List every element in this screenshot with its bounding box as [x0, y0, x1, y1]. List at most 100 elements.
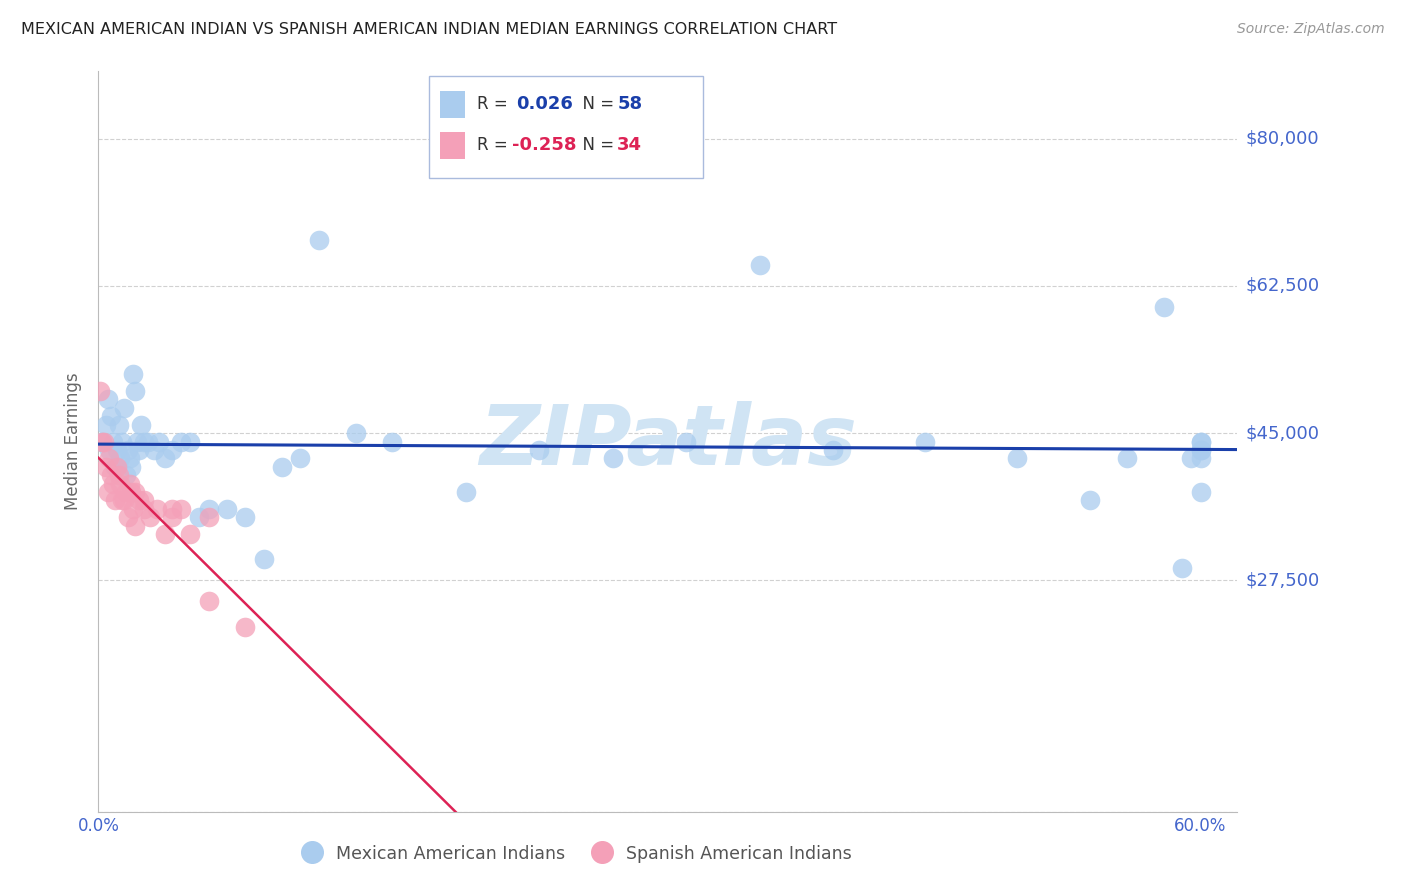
Point: [602, 451, 624, 466]
Point: [128, 442, 150, 457]
Point: [124, 384, 146, 398]
Point: [121, 485, 143, 500]
Point: [1116, 451, 1139, 466]
Point: [197, 594, 219, 608]
Text: ZIPatlas: ZIPatlas: [479, 401, 856, 482]
Point: [136, 434, 159, 449]
Point: [160, 510, 183, 524]
Point: [94, 459, 117, 474]
Point: [101, 476, 124, 491]
Point: [454, 485, 477, 500]
Point: [308, 233, 330, 247]
Point: [1189, 434, 1212, 449]
Point: [93, 434, 115, 449]
Text: $62,500: $62,500: [1246, 277, 1320, 295]
Point: [100, 468, 122, 483]
Text: 34: 34: [617, 136, 643, 154]
Point: [101, 434, 124, 449]
Point: [100, 409, 122, 424]
Point: [115, 468, 138, 483]
Point: [1189, 442, 1212, 457]
Legend: Mexican American Indians, Spanish American Indians: Mexican American Indians, Spanish Americ…: [295, 837, 859, 870]
Point: [235, 510, 257, 524]
Point: [160, 501, 183, 516]
Point: [124, 485, 146, 500]
Point: [197, 510, 219, 524]
Point: [253, 552, 276, 566]
Text: R =: R =: [477, 95, 513, 113]
Point: [153, 527, 176, 541]
Point: [98, 451, 121, 466]
Point: [748, 258, 770, 272]
Text: N =: N =: [572, 136, 620, 154]
Point: [117, 442, 139, 457]
Text: 58: 58: [617, 95, 643, 113]
Point: [179, 527, 201, 541]
Y-axis label: Median Earnings: Median Earnings: [65, 373, 83, 510]
Point: [89, 384, 111, 398]
Point: [146, 501, 169, 516]
Text: R =: R =: [477, 136, 513, 154]
Point: [124, 518, 146, 533]
Point: [91, 434, 114, 449]
Point: [97, 392, 120, 407]
Point: [118, 451, 141, 466]
Point: [179, 434, 201, 449]
Point: [1189, 485, 1212, 500]
Point: [148, 434, 170, 449]
Point: [271, 459, 294, 474]
Point: [1189, 434, 1212, 449]
Point: [97, 485, 120, 500]
Text: Source: ZipAtlas.com: Source: ZipAtlas.com: [1237, 22, 1385, 37]
Point: [1153, 300, 1175, 314]
Point: [105, 442, 128, 457]
Point: [110, 451, 132, 466]
Point: [118, 476, 141, 491]
Point: [111, 493, 134, 508]
Point: [1189, 451, 1212, 466]
Point: [170, 501, 193, 516]
Point: [823, 442, 845, 457]
Point: [914, 434, 936, 449]
Point: [1171, 560, 1194, 574]
Point: [1078, 493, 1101, 508]
Point: [142, 442, 165, 457]
Point: [134, 434, 156, 449]
Point: [115, 485, 138, 500]
Point: [675, 434, 697, 449]
Point: [94, 417, 117, 432]
Point: [129, 417, 152, 432]
Point: [381, 434, 404, 449]
Text: $45,000: $45,000: [1246, 424, 1320, 442]
Text: $27,500: $27,500: [1246, 572, 1320, 590]
Point: [1189, 442, 1212, 457]
Point: [98, 442, 121, 457]
Point: [121, 459, 143, 474]
Point: [1180, 451, 1202, 466]
Point: [197, 501, 219, 516]
Point: [134, 493, 156, 508]
Point: [170, 434, 193, 449]
Point: [290, 451, 312, 466]
Point: [344, 426, 367, 441]
Point: [110, 476, 132, 491]
Point: [153, 451, 176, 466]
Point: [105, 459, 128, 474]
Point: [111, 434, 134, 449]
Point: [160, 442, 183, 457]
Text: -0.258: -0.258: [512, 136, 576, 154]
Point: [112, 493, 135, 508]
Point: [122, 368, 145, 382]
Point: [104, 459, 127, 474]
Text: $80,000: $80,000: [1246, 129, 1319, 148]
Point: [134, 501, 156, 516]
Point: [117, 510, 139, 524]
Point: [1005, 451, 1028, 466]
Point: [529, 442, 551, 457]
Point: [128, 493, 150, 508]
Point: [188, 510, 211, 524]
Point: [125, 434, 148, 449]
Point: [235, 619, 257, 633]
Point: [91, 434, 114, 449]
Text: MEXICAN AMERICAN INDIAN VS SPANISH AMERICAN INDIAN MEDIAN EARNINGS CORRELATION C: MEXICAN AMERICAN INDIAN VS SPANISH AMERI…: [21, 22, 837, 37]
